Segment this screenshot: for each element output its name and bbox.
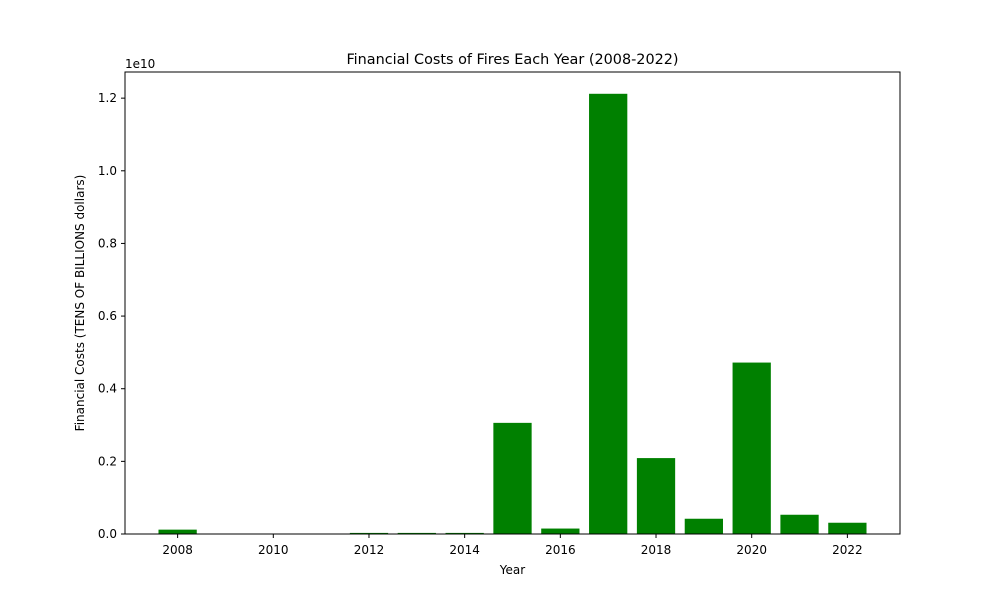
x-tick-label: 2018	[641, 543, 672, 557]
bar-2020	[732, 362, 771, 534]
y-tick-label: 0.2	[98, 454, 117, 468]
y-tick-label: 1.0	[98, 164, 117, 178]
y-axis-offset-label: 1e10	[125, 57, 155, 71]
x-tick-label: 2012	[354, 543, 385, 557]
bars-group	[158, 93, 867, 534]
bar-2019	[684, 518, 723, 534]
bar-2022	[828, 522, 867, 534]
x-tick-label: 2020	[736, 543, 767, 557]
bar-2008	[158, 529, 197, 534]
y-tick-label: 0.4	[98, 382, 117, 396]
x-tick-label: 2022	[832, 543, 863, 557]
bar-2013	[397, 532, 436, 534]
bar-2012	[349, 532, 389, 534]
x-tick-label: 2008	[162, 543, 193, 557]
y-ticks-group: 0.0 0.2 0.4 0.6 0.8 1.0 1.2	[98, 91, 125, 541]
y-tick-label: 0.0	[98, 527, 117, 541]
bar-2018	[636, 458, 676, 534]
y-tick-label: 1.2	[98, 91, 117, 105]
bar-2015	[493, 422, 532, 534]
x-tick-label: 2016	[545, 543, 576, 557]
bar-2017	[589, 93, 628, 534]
x-axis-label: Year	[499, 563, 525, 577]
y-axis-label: Financial Costs (TENS OF BILLIONS dollar…	[73, 175, 87, 432]
plot-frame	[124, 71, 901, 535]
bar-2014	[445, 532, 484, 534]
y-tick-label: 0.8	[98, 236, 117, 250]
bar-2016	[541, 528, 580, 534]
bar-2021	[780, 514, 819, 534]
x-tick-label: 2014	[449, 543, 480, 557]
chart-title: Financial Costs of Fires Each Year (2008…	[346, 52, 678, 68]
y-tick-label: 0.6	[98, 309, 117, 323]
x-tick-label: 2010	[258, 543, 289, 557]
x-ticks-group: 2008 2010 2012 2014 2016 2018 2020 2022	[162, 534, 863, 557]
